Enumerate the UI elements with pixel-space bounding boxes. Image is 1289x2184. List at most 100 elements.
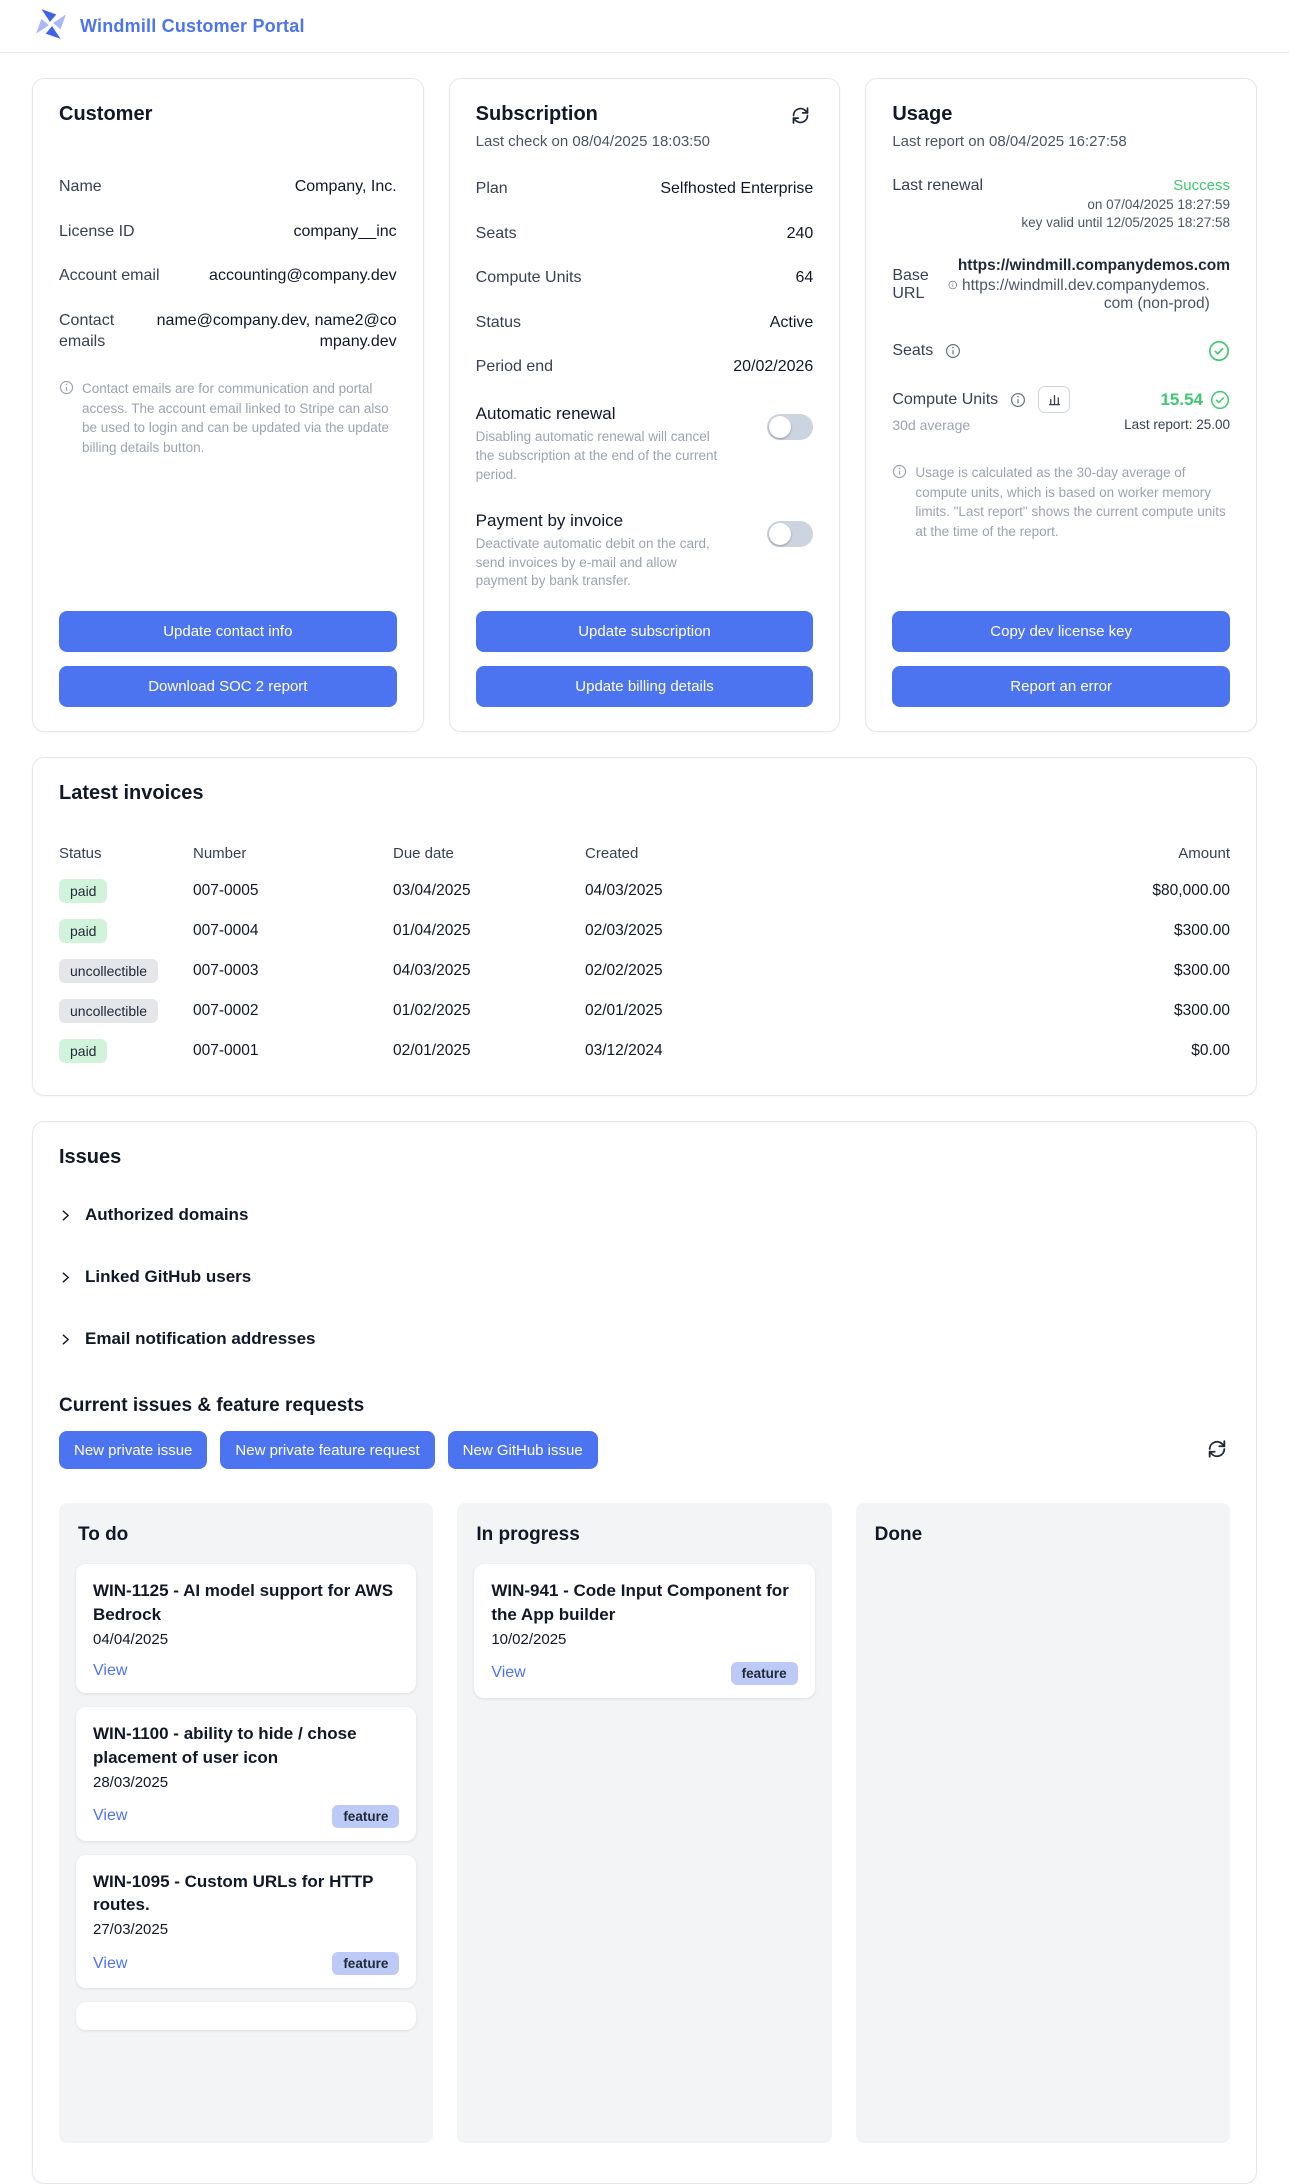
field-value: company__inc bbox=[293, 222, 397, 240]
issue-card-date: 10/02/2025 bbox=[491, 1630, 567, 1648]
customer-contact-emails-row: Contact emails name@company.dev, name2@c… bbox=[59, 310, 397, 353]
collapsible-label: Linked GitHub users bbox=[85, 1267, 252, 1287]
info-icon[interactable] bbox=[948, 277, 958, 293]
email-notification-addresses-collapsible[interactable]: Email notification addresses bbox=[59, 1329, 1230, 1349]
refresh-subscription-icon[interactable] bbox=[788, 103, 813, 131]
field-value: Selfhosted Enterprise bbox=[660, 180, 814, 197]
automatic-renewal-toggle[interactable] bbox=[767, 413, 814, 440]
kanban-column-title: Done bbox=[874, 1524, 923, 1546]
payment-by-invoice-toggle[interactable] bbox=[767, 520, 814, 547]
collapsible-label: Email notification addresses bbox=[85, 1329, 316, 1349]
view-issue-link[interactable]: View bbox=[93, 1954, 128, 1972]
subscription-period-end-row: Period end 20/02/2026 bbox=[476, 356, 814, 378]
usage-last-report: Last report on 08/04/2025 16:27:58 bbox=[892, 133, 1127, 150]
last-renewal-status: Success bbox=[1173, 177, 1230, 194]
compute-units-label: Compute Units bbox=[892, 390, 999, 408]
status-badge: paid bbox=[59, 919, 108, 944]
column-header-created: Created bbox=[585, 844, 639, 862]
bar-chart-icon bbox=[1048, 395, 1060, 406]
usage-card-title: Usage bbox=[892, 103, 953, 125]
info-icon[interactable] bbox=[945, 343, 961, 359]
top-cards-row: Customer Name Company, Inc. License ID c… bbox=[32, 78, 1257, 733]
subscription-seats-row: Seats 240 bbox=[476, 223, 814, 245]
view-issue-link[interactable]: View bbox=[93, 1807, 128, 1824]
issue-card: WIN-941 - Code Input Component for the A… bbox=[474, 1564, 815, 1698]
compute-units-subrow: 30d average Last report: 25.00 bbox=[892, 417, 1230, 433]
column-header-due-date: Due date bbox=[393, 844, 454, 862]
compute-units-chart-button[interactable] bbox=[1038, 386, 1071, 413]
view-issue-link[interactable]: View bbox=[491, 1664, 526, 1682]
subscription-card-title: Subscription bbox=[475, 103, 598, 125]
linked-github-users-collapsible[interactable]: Linked GitHub users bbox=[59, 1267, 1230, 1287]
new-github-issue-button[interactable]: New GitHub issue bbox=[447, 1431, 598, 1470]
update-subscription-button[interactable]: Update subscription bbox=[475, 611, 814, 653]
issue-card-date: 28/03/2025 bbox=[93, 1773, 169, 1791]
field-label: Compute Units bbox=[475, 269, 582, 287]
invoice-amount: $300.00 bbox=[1173, 1002, 1230, 1020]
check-circle-icon bbox=[1208, 341, 1229, 361]
kanban-column-in-progress: In progress WIN-941 - Code Input Compone… bbox=[457, 1503, 832, 2144]
status-badge: uncollectible bbox=[59, 999, 159, 1024]
invoice-number: 007-0001 bbox=[193, 1042, 259, 1060]
payment-by-invoice-description: Deactivate automatic debit on the card, … bbox=[475, 535, 710, 589]
field-label: Plan bbox=[475, 180, 508, 197]
invoice-due-date: 02/01/2025 bbox=[393, 1042, 471, 1060]
subscription-compute-units-row: Compute Units 64 bbox=[476, 267, 814, 289]
kanban-column-todo: To do WIN-1125 - AI model support for AW… bbox=[59, 1503, 434, 2144]
subscription-last-check: Last check on 08/04/2025 18:03:50 bbox=[475, 133, 711, 150]
subscription-plan-row: Plan Selfhosted Enterprise bbox=[476, 178, 814, 200]
feature-badge: feature bbox=[332, 1804, 400, 1828]
column-header-status: Status bbox=[59, 844, 102, 862]
invoice-row: paid 007-0004 01/04/2025 02/03/2025 $300… bbox=[59, 911, 1230, 951]
invoice-number: 007-0005 bbox=[193, 882, 259, 900]
invoice-amount: $300.00 bbox=[1173, 962, 1230, 980]
kanban-column-title: In progress bbox=[476, 1524, 580, 1546]
copy-dev-license-key-button[interactable]: Copy dev license key bbox=[892, 611, 1230, 653]
authorized-domains-collapsible[interactable]: Authorized domains bbox=[59, 1205, 1230, 1225]
invoices-title: Latest invoices bbox=[59, 782, 204, 805]
automatic-renewal-description: Disabling automatic renewal will cancel … bbox=[475, 428, 718, 482]
kanban-column-done: Done bbox=[855, 1503, 1230, 2144]
chevron-right-icon bbox=[62, 1334, 69, 1345]
base-url-label: Base URL bbox=[892, 267, 929, 302]
chevron-right-icon bbox=[62, 1210, 69, 1221]
issue-card-title: WIN-1095 - Custom URLs for HTTP routes. bbox=[93, 1871, 374, 1915]
info-icon[interactable] bbox=[1010, 392, 1026, 408]
base-url-secondary: https://windmill.dev.companydemos.com (n… bbox=[962, 277, 1210, 312]
status-badge: uncollectible bbox=[59, 959, 159, 984]
base-url-row: Base URL https://windmill.companydemos.c… bbox=[892, 257, 1230, 313]
collapsible-label: Authorized domains bbox=[85, 1205, 249, 1225]
report-an-error-button[interactable]: Report an error bbox=[892, 666, 1230, 708]
issue-card bbox=[76, 2002, 417, 2031]
field-value: Company, Inc. bbox=[294, 178, 397, 195]
field-label: Contact emails bbox=[59, 311, 115, 351]
status-badge: paid bbox=[59, 1039, 108, 1064]
invoice-number: 007-0003 bbox=[193, 962, 259, 980]
current-issues-heading: Current issues & feature requests bbox=[59, 1395, 365, 1417]
field-value: name@company.dev, name2@company.dev bbox=[156, 311, 397, 351]
windmill-logo-icon bbox=[34, 7, 68, 46]
update-contact-info-button[interactable]: Update contact info bbox=[59, 611, 397, 653]
new-private-feature-request-button[interactable]: New private feature request bbox=[220, 1431, 435, 1470]
feature-badge: feature bbox=[332, 1952, 400, 1976]
customer-license-row: License ID company__inc bbox=[59, 221, 397, 243]
compute-units-sublabel: 30d average bbox=[892, 417, 971, 433]
payment-by-invoice-label: Payment by invoice bbox=[475, 510, 624, 530]
refresh-issues-icon[interactable] bbox=[1204, 1436, 1230, 1465]
field-label: License ID bbox=[59, 222, 135, 240]
issue-card-title: WIN-1125 - AI model support for AWS Bedr… bbox=[93, 1581, 394, 1625]
issue-buttons-row: New private issue New private feature re… bbox=[59, 1431, 1230, 1470]
automatic-renewal-setting: Automatic renewal Disabling automatic re… bbox=[476, 404, 814, 485]
view-issue-link[interactable]: View bbox=[93, 1661, 128, 1679]
issues-kanban-board: To do WIN-1125 - AI model support for AW… bbox=[59, 1503, 1230, 2144]
invoice-number: 007-0002 bbox=[193, 1002, 259, 1020]
compute-units-usage-row: Compute Units 15.54 bbox=[892, 386, 1230, 413]
new-private-issue-button[interactable]: New private issue bbox=[59, 1431, 208, 1470]
invoice-amount: $0.00 bbox=[1191, 1042, 1230, 1060]
download-soc2-report-button[interactable]: Download SOC 2 report bbox=[59, 666, 397, 708]
status-badge: paid bbox=[59, 879, 108, 904]
latest-invoices-card: Latest invoices Status Number Due date C… bbox=[32, 757, 1257, 1097]
update-billing-details-button[interactable]: Update billing details bbox=[475, 666, 814, 708]
customer-card-title: Customer bbox=[59, 103, 153, 125]
compute-units-value: 15.54 bbox=[1160, 389, 1203, 409]
